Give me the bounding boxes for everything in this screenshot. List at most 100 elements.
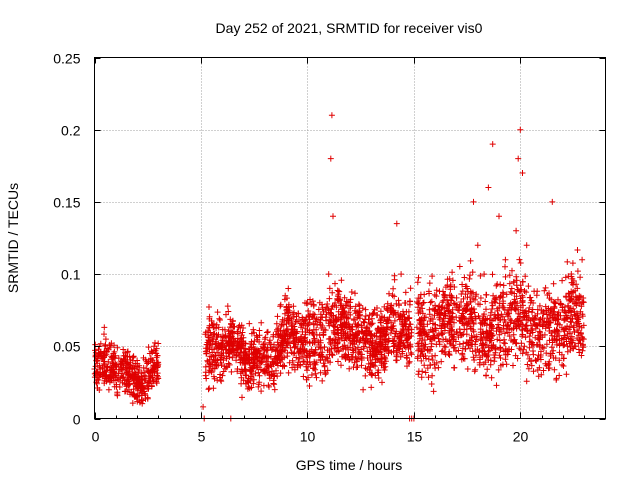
data-point	[567, 323, 573, 330]
data-point	[224, 303, 231, 310]
data-point	[556, 372, 563, 379]
data-point	[310, 311, 317, 317]
data-point-anchor	[302, 331, 309, 338]
data-point	[429, 316, 436, 323]
data-point	[413, 324, 420, 331]
data-point-anchor	[432, 321, 439, 328]
data-point	[573, 281, 580, 288]
data-point	[338, 324, 345, 331]
data-point	[297, 345, 304, 352]
data-point	[559, 277, 566, 284]
data-point	[227, 334, 234, 341]
data-point	[575, 296, 582, 303]
data-point	[306, 339, 313, 345]
data-point	[377, 316, 384, 323]
data-point	[369, 320, 376, 327]
y-tick-label: 0.05	[53, 339, 80, 355]
data-point	[255, 369, 262, 376]
data-point	[484, 366, 491, 373]
data-point	[358, 362, 365, 369]
data-point	[460, 331, 467, 338]
data-point	[149, 374, 156, 380]
data-point	[519, 350, 526, 357]
data-point	[342, 351, 349, 358]
data-point	[539, 323, 546, 330]
data-point	[513, 282, 520, 289]
data-point	[415, 304, 421, 311]
data-point	[270, 359, 277, 366]
data-point	[526, 333, 533, 340]
data-point	[541, 318, 548, 325]
data-point	[550, 354, 557, 361]
data-point	[155, 340, 162, 347]
data-point	[373, 356, 379, 363]
data-point	[277, 341, 284, 348]
data-point	[341, 309, 348, 316]
data-point	[504, 347, 511, 354]
data-point	[429, 372, 436, 379]
data-point	[580, 344, 587, 351]
data-point	[300, 348, 307, 355]
data-point	[355, 328, 362, 335]
data-point	[552, 337, 559, 344]
data-point	[299, 328, 306, 335]
data-point	[442, 310, 449, 317]
data-point-anchor	[146, 350, 153, 357]
data-point	[202, 329, 209, 336]
data-point	[426, 329, 432, 336]
data-point	[368, 315, 375, 322]
data-point	[278, 323, 285, 329]
data-point	[362, 372, 369, 379]
data-point	[221, 326, 228, 333]
data-point	[561, 303, 568, 310]
data-point	[414, 355, 421, 362]
data-point-anchor	[278, 321, 285, 328]
data-point	[556, 349, 563, 356]
data-point	[428, 381, 435, 387]
data-point	[449, 306, 456, 313]
data-point	[360, 345, 367, 352]
data-point	[342, 345, 349, 352]
data-point	[310, 365, 317, 372]
data-point	[442, 344, 449, 351]
data-point	[284, 342, 291, 349]
data-point	[277, 370, 284, 377]
data-point	[368, 384, 375, 391]
data-point	[503, 323, 510, 329]
data-point	[323, 304, 330, 311]
data-point	[383, 305, 390, 312]
data-point	[507, 288, 514, 295]
data-point	[403, 321, 410, 328]
data-point	[277, 356, 284, 363]
data-point	[266, 339, 273, 346]
data-point	[101, 369, 107, 376]
data-point	[206, 346, 213, 353]
data-point	[564, 302, 571, 309]
data-point	[567, 318, 574, 325]
data-point	[401, 343, 408, 350]
data-point	[264, 328, 271, 335]
data-point	[388, 324, 394, 331]
data-point	[144, 379, 151, 386]
data-point	[219, 354, 225, 361]
data-point	[408, 351, 415, 358]
data-point	[502, 356, 509, 363]
data-point	[272, 355, 279, 362]
data-point	[329, 351, 336, 358]
data-point	[284, 326, 291, 332]
data-point	[312, 339, 318, 346]
data-point	[252, 370, 259, 377]
data-point	[400, 308, 406, 315]
data-point	[238, 380, 245, 387]
data-point	[209, 365, 216, 372]
data-point	[302, 299, 308, 306]
data-point	[421, 362, 428, 369]
data-point	[425, 374, 432, 381]
data-point	[237, 370, 244, 377]
data-point	[213, 325, 220, 332]
data-point	[526, 304, 533, 311]
data-point	[128, 373, 135, 380]
data-point	[426, 280, 433, 287]
data-point	[120, 362, 127, 369]
